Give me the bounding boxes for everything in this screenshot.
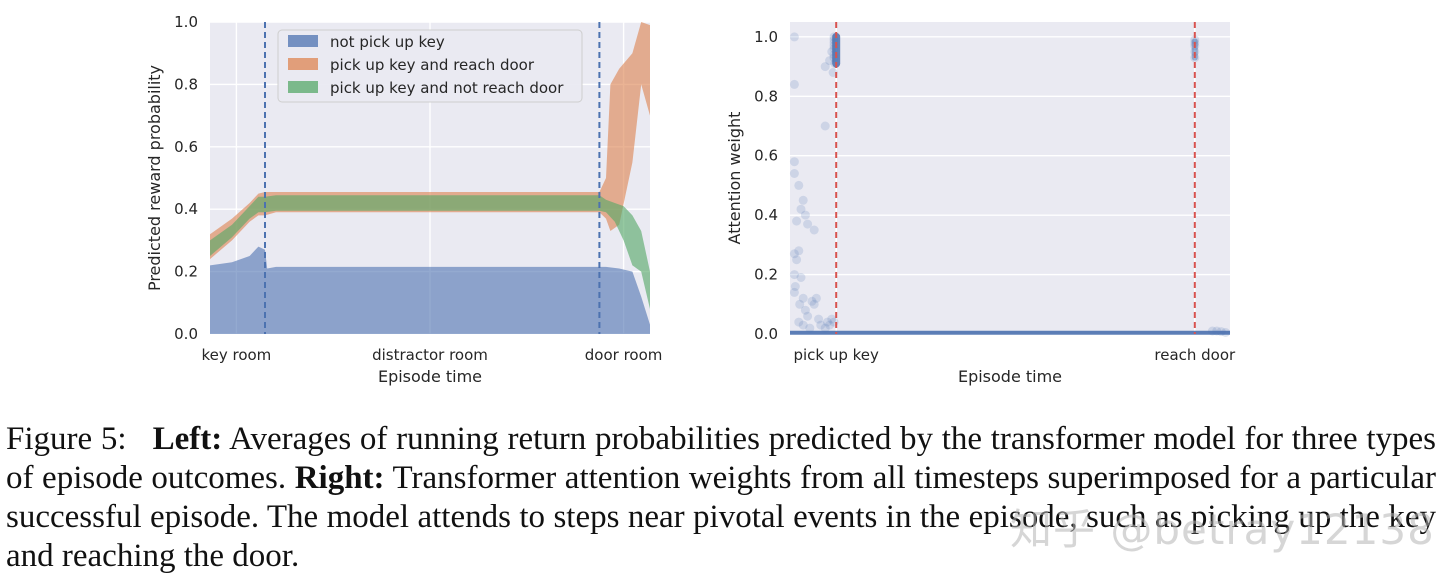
left-chart: 0.0 0.2 0.4 0.6 0.8 1.0 key room distractor ro… [145, 13, 662, 386]
y-tick-label: 0.2 [754, 266, 778, 284]
x-tick-label: pick up key [793, 346, 879, 364]
attention-point [822, 317, 832, 327]
caption-figure-label: Figure 5: [6, 421, 127, 457]
attention-point [811, 293, 821, 303]
x-tick-label: door room [585, 346, 663, 364]
attention-point [789, 157, 799, 167]
attention-point [800, 210, 810, 220]
y-tick-label: 0.0 [754, 325, 778, 343]
attention-point [803, 311, 813, 321]
right-y-axis-label: Attention weight [725, 112, 744, 245]
attention-point [827, 314, 837, 324]
attention-point [816, 320, 826, 330]
figure: 0.0 0.2 0.4 0.6 0.8 1.0 key room distractor ro… [145, 13, 1236, 386]
attention-point [814, 314, 824, 324]
y-tick-label: 0.8 [754, 87, 778, 105]
right-x-axis-label: Episode time [958, 367, 1062, 386]
legend-swatch [288, 58, 318, 70]
attention-point [789, 270, 799, 280]
right-y-ticks: 0.0 0.2 0.4 0.6 0.8 1.0 [754, 28, 778, 343]
left-vlines [264, 22, 601, 334]
attention-point [803, 219, 813, 229]
attention-point [794, 317, 804, 327]
attention-point [789, 79, 799, 89]
attention-point [820, 62, 830, 72]
attention-point [1216, 327, 1226, 337]
attention-point [795, 299, 805, 309]
legend-items: not pick up key pick up key and reach doo… [288, 33, 564, 97]
legend-label: pick up key and not reach door [330, 79, 564, 97]
y-tick-label: 0.8 [174, 75, 198, 93]
caption-right-text: Transformer attention weights from all t… [6, 460, 1436, 574]
attention-point [790, 282, 800, 291]
left-y-ticks: 0.0 0.2 0.4 0.6 0.8 1.0 [174, 13, 198, 343]
attention-point [794, 246, 804, 256]
attention-point [794, 180, 804, 190]
left-x-ticks: key room distractor room door room [201, 346, 662, 364]
left-y-axis-label: Predicted reward probability [145, 65, 164, 291]
attention-point [792, 216, 802, 226]
y-tick-label: 0.0 [174, 325, 198, 343]
attention-point [796, 204, 806, 214]
attention-point [800, 305, 810, 315]
legend-frame [277, 29, 583, 103]
attention-point [809, 299, 819, 309]
right-x-ticks: pick up key reach door [793, 346, 1236, 364]
caption-right-label: Right: [294, 460, 385, 496]
attention-point [820, 121, 830, 131]
area-series-1 [210, 246, 650, 334]
y-tick-label: 0.6 [174, 138, 198, 156]
attention-point [807, 296, 817, 306]
legend-swatch [288, 35, 318, 47]
right-plot-background [790, 22, 1230, 334]
attention-point [1212, 326, 1222, 336]
right-chart: 0.0 0.2 0.4 0.6 0.8 1.0 pick up key reach door… [725, 22, 1236, 386]
legend-label: not pick up key [330, 33, 445, 51]
attention-point [1190, 47, 1200, 57]
attention-point [809, 225, 819, 235]
area-series-3 [210, 195, 650, 309]
y-tick-label: 0.6 [754, 147, 778, 165]
attention-point [789, 32, 799, 42]
attention-point [798, 195, 808, 205]
y-tick-label: 0.4 [174, 200, 198, 218]
left-areas [210, 22, 650, 334]
attention-point [825, 56, 835, 66]
left-x-axis-label: Episode time [378, 367, 482, 386]
y-tick-label: 0.4 [754, 206, 778, 224]
attention-point [798, 320, 808, 330]
x-tick-label: distractor room [372, 346, 488, 364]
right-vlines [835, 22, 1196, 334]
attention-point [805, 323, 815, 333]
y-tick-label: 0.2 [174, 263, 198, 281]
attention-point [789, 249, 799, 259]
attention-point [825, 320, 835, 330]
x-tick-label: reach door [1154, 346, 1236, 364]
attention-point [820, 323, 830, 333]
attention-point [1221, 328, 1231, 337]
caption-left-text: Averages of running return probabilities… [6, 421, 1436, 496]
figure-svg: 0.0 0.2 0.4 0.6 0.8 1.0 key room distractor ro… [145, 13, 1236, 386]
legend-label: pick up key and reach door [330, 56, 535, 74]
y-tick-label: 1.0 [174, 13, 198, 31]
attention-point [796, 273, 806, 282]
attention-point [789, 169, 799, 178]
left-legend: not pick up key pick up key and reach doo… [277, 29, 583, 103]
figure-caption: Figure 5: Left: Averages of running retu… [6, 420, 1436, 576]
x-tick-label: key room [201, 346, 271, 364]
y-tick-label: 1.0 [754, 28, 778, 46]
attention-point [1190, 35, 1200, 45]
legend-swatch [288, 81, 318, 93]
attention-point [789, 287, 799, 297]
caption-left-label: Left: [152, 421, 223, 457]
attention-point [1207, 326, 1217, 336]
attention-point [798, 293, 808, 303]
attention-point [792, 255, 802, 265]
